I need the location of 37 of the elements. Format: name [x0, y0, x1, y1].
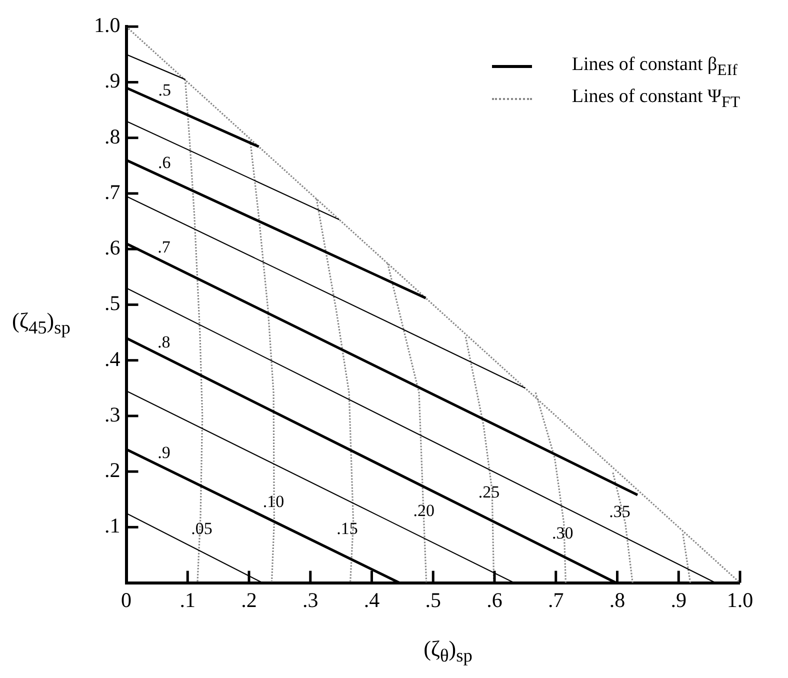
x-tick-label: .1 — [180, 588, 196, 612]
annotation: .05 — [191, 518, 212, 538]
x-tick-label: .5 — [425, 588, 441, 612]
x-tick-label: .7 — [548, 588, 564, 612]
series-label: .5 — [158, 80, 171, 100]
annotation: .35 — [609, 502, 630, 522]
annotation: .20 — [413, 501, 435, 520]
x-tick-label: .9 — [670, 588, 686, 612]
series-label: .9 — [158, 443, 170, 462]
y-tick-label: .8 — [104, 124, 120, 148]
series-label: .7 — [158, 238, 171, 257]
y-tick-label: .6 — [104, 236, 120, 260]
y-tick-label: .2 — [104, 458, 120, 482]
annotation: .15 — [336, 518, 358, 538]
annotation: Lines of constant Ψ$_{FT}$ — [572, 86, 740, 112]
annotation: .10 — [262, 492, 284, 512]
x-tick-label: .2 — [241, 588, 257, 612]
x-tick-label: .6 — [486, 588, 502, 612]
y-axis-title: (ζ$_{45}$)$_{sp}$ — [12, 308, 70, 338]
y-tick-label: .7 — [104, 180, 120, 204]
x-axis-title: (ζ$_{θ}$)$_{sp}$ — [424, 636, 472, 666]
y-tick-label: .1 — [104, 514, 120, 538]
x-tick-label: .4 — [364, 588, 380, 612]
y-tick-label: .4 — [104, 346, 121, 371]
y-tick-label: 1.0 — [94, 13, 120, 38]
annotation: Lines of constant β$_{EIf}$ — [572, 54, 738, 80]
y-tick-label: .5 — [104, 291, 120, 316]
x-tick-label: 1.0 — [726, 588, 754, 612]
series-label: .6 — [158, 153, 171, 172]
y-tick-label: .9 — [104, 68, 120, 93]
x-tick-label: .8 — [609, 588, 626, 612]
x-tick-label: 0 — [121, 588, 132, 612]
annotation: .30 — [552, 523, 574, 542]
y-tick-label: .3 — [104, 402, 120, 426]
x-tick-label: .3 — [302, 588, 318, 612]
annotation: .25 — [478, 482, 500, 502]
series-label: .8 — [157, 332, 170, 352]
